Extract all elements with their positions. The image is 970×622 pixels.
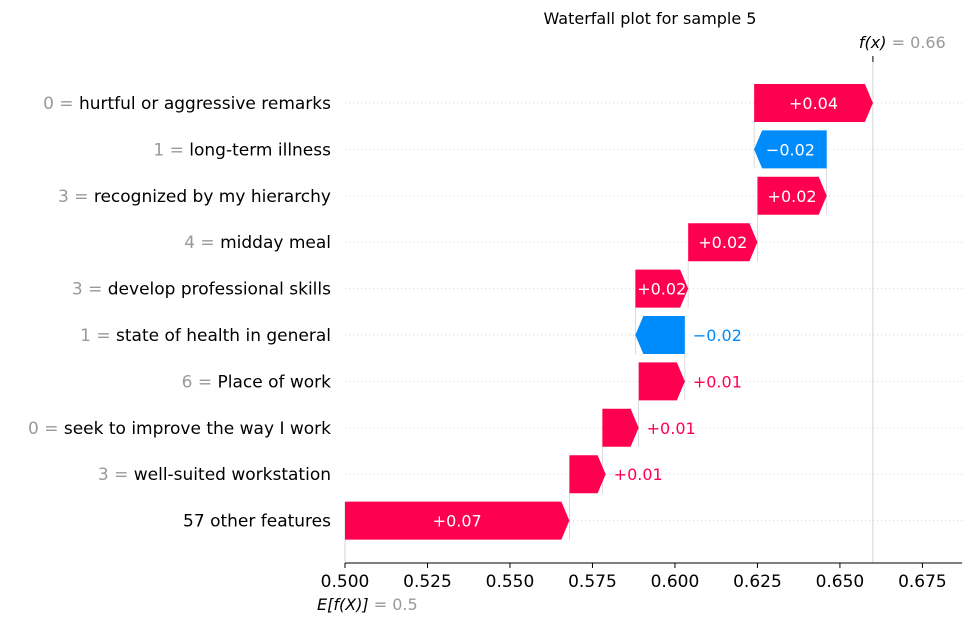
- feature-label: 4 = midday meal: [184, 233, 331, 253]
- feature-name: develop professional skills: [108, 280, 331, 300]
- feature-value: 0 =: [43, 94, 79, 114]
- fx-label: f(x) = 0.66: [859, 33, 946, 52]
- bar-value-label: +0.02: [698, 233, 747, 252]
- bar-value-label: +0.07: [433, 512, 482, 531]
- feature-value: 0 =: [28, 419, 64, 439]
- feature-value: 1 =: [153, 140, 189, 160]
- feature-label: 3 = well-suited workstation: [98, 465, 331, 485]
- feature-name: hurtful or aggressive remarks: [79, 94, 331, 114]
- bar-positive: [638, 362, 685, 401]
- bar-positive: [757, 176, 827, 215]
- feature-label: 0 = seek to improve the way I work: [28, 419, 331, 439]
- x-tick-label: 0.600: [651, 572, 700, 592]
- bar-value-label: +0.02: [637, 280, 686, 299]
- feature-value: 3 =: [58, 187, 94, 207]
- feature-label: 3 = recognized by my hierarchy: [58, 187, 331, 207]
- chart-title: Waterfall plot for sample 5: [544, 9, 757, 28]
- feature-value: 6 =: [182, 372, 218, 392]
- feature-label: 57 other features: [183, 512, 331, 532]
- bar-positive: [602, 408, 639, 447]
- bar-positive: [754, 84, 873, 122]
- grid-lines: [344, 56, 962, 563]
- fx-symbol: f(x): [859, 33, 887, 52]
- bars: +0.04 −0.02 +0.02 +0.02 +0.02 −0.02 +0.01 +0.01…: [345, 84, 873, 540]
- feature-name: long-term illness: [189, 140, 331, 160]
- x-axis: 0.500 0.525 0.550 0.575 0.600 0.625 0.650 0.675…: [317, 33, 962, 614]
- x-tick-label: 0.575: [568, 572, 617, 592]
- expected-value-symbol: E[f(X)]: [317, 595, 369, 614]
- feature-name: well-suited workstation: [134, 465, 331, 485]
- bar-value-label: +0.01: [647, 419, 696, 438]
- feature-name: midday meal: [220, 233, 331, 253]
- x-tick-label: 0.500: [321, 572, 370, 592]
- x-tick-label: 0.525: [403, 572, 452, 592]
- bar-positive: [569, 455, 606, 494]
- x-tick-label: 0.550: [486, 572, 535, 592]
- x-tick-label: 0.650: [816, 572, 865, 592]
- feature-value: 1 =: [80, 326, 116, 346]
- feature-name: state of health in general: [116, 326, 331, 346]
- x-tick-label: 0.675: [898, 572, 947, 592]
- bar-positive: [635, 269, 689, 308]
- bar-value-label: +0.04: [789, 94, 838, 113]
- fx-number: = 0.66: [887, 33, 946, 52]
- bar-positive: [345, 501, 570, 540]
- feature-value: 3 =: [98, 465, 134, 485]
- feature-name: Place of work: [217, 372, 331, 392]
- bar-positive: [688, 223, 758, 262]
- bar-value-label: +0.01: [693, 372, 742, 391]
- feature-value: 3 =: [72, 280, 108, 300]
- expected-value-label: E[f(X)] = 0.5: [317, 595, 418, 614]
- feature-value: 4 =: [184, 233, 220, 253]
- feature-name: recognized by my hierarchy: [94, 187, 331, 207]
- x-tick-label: 0.625: [733, 572, 782, 592]
- feature-name: seek to improve the way I work: [64, 419, 331, 439]
- bar-value-label: +0.01: [614, 465, 663, 484]
- bar-value-label: −0.02: [693, 326, 742, 345]
- bar-value-label: +0.02: [768, 187, 817, 206]
- feature-name: 57 other features: [183, 512, 331, 532]
- bar-negative: [754, 130, 827, 169]
- feature-label: 0 = hurtful or aggressive remarks: [43, 94, 331, 114]
- feature-label: 6 = Place of work: [182, 372, 332, 392]
- feature-label: 1 = state of health in general: [80, 326, 331, 346]
- feature-label: 3 = develop professional skills: [72, 280, 331, 300]
- feature-label: 1 = long-term illness: [153, 140, 331, 160]
- expected-value-number: = 0.5: [369, 595, 418, 614]
- bar-negative: [635, 316, 685, 354]
- feature-labels: 0 = hurtful or aggressive remarks 1 = lon…: [28, 94, 331, 532]
- bar-value-label: −0.02: [766, 140, 815, 159]
